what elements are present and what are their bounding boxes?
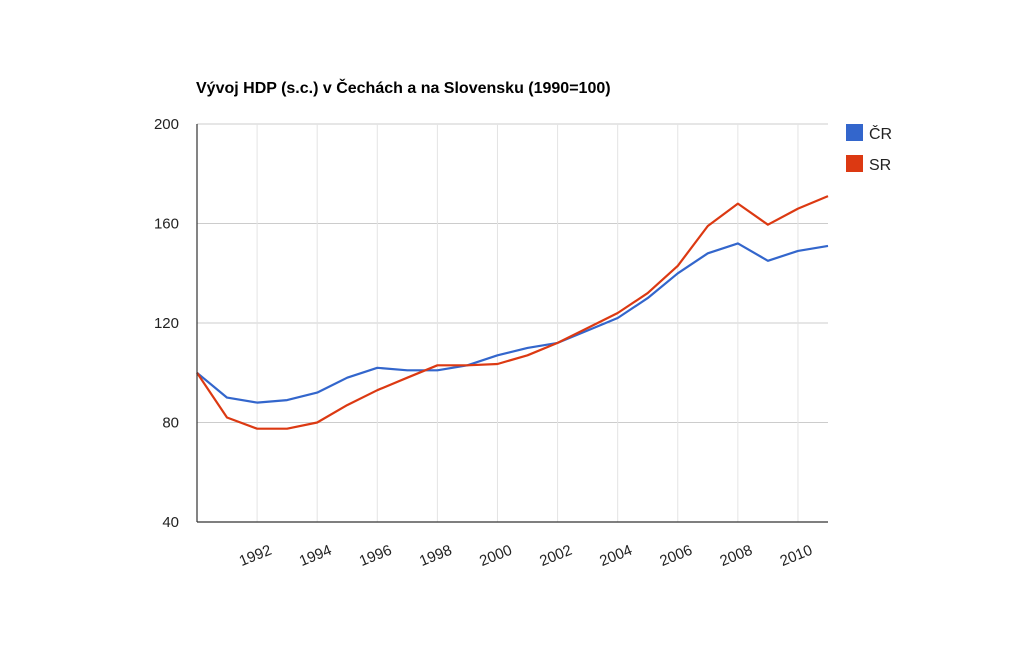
legend-swatch (846, 124, 863, 141)
axes (196, 124, 828, 523)
x-tick-label: 2004 (597, 542, 634, 570)
x-tick-label: 2006 (657, 542, 694, 570)
legend: ČR SR (846, 124, 892, 174)
legend-label: ČR (869, 124, 892, 143)
y-tick-label: 40 (162, 514, 179, 531)
x-axis-ticks: 1992 1994 1996 1998 2000 2002 2004 2006 2008 2010 (237, 542, 815, 570)
y-tick-label: 160 (154, 216, 179, 233)
y-tick-label: 120 (154, 315, 179, 332)
chart-title: Vývoj HDP (s.c.) v Čechách a na Slovensk… (196, 78, 611, 97)
x-tick-label: 1994 (297, 542, 334, 570)
x-tick-label: 1998 (417, 542, 454, 570)
y-tick-label: 200 (154, 116, 179, 133)
legend-label: SR (869, 157, 891, 174)
x-tick-label: 2000 (477, 542, 514, 570)
y-axis-ticks: 40 80 120 160 200 (154, 116, 179, 531)
x-tick-label: 2008 (718, 542, 755, 570)
x-tick-label: 2010 (778, 542, 815, 570)
x-tick-label: 2002 (537, 542, 574, 570)
x-tick-label: 1992 (237, 542, 274, 570)
series-line-sr (196, 195, 829, 430)
series-line-cr (196, 242, 829, 404)
legend-swatch (846, 155, 863, 172)
y-tick-label: 80 (162, 415, 179, 432)
grid-lines (197, 123, 828, 522)
x-tick-label: 1996 (357, 542, 394, 570)
series-lines (196, 195, 829, 430)
